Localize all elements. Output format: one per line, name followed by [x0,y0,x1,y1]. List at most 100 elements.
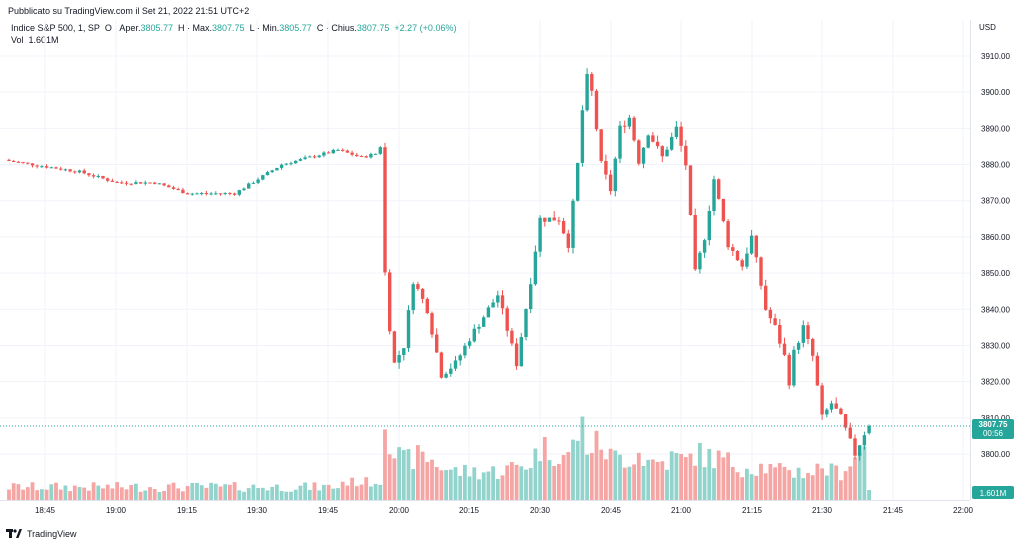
volume-bar [284,491,289,500]
volume-bar [303,482,307,500]
volume-bar [575,440,580,500]
candle-body [524,309,528,338]
candle-body [825,409,829,415]
volume-bar [242,491,246,500]
volume-bar [820,468,824,500]
candle-body [768,309,773,319]
candle-body [543,217,547,222]
candle-body [134,182,138,185]
volume-bar [58,489,63,500]
price-tick-label: 3860.00 [981,233,1010,242]
time-axis[interactable]: 18:45 19:00 19:15 19:30 19:45 20:00 20:15 20:30… [35,506,974,515]
volume-bar [702,467,707,500]
volume-bar [467,476,472,500]
candle-body [608,174,613,192]
candle-body [35,165,39,167]
price-tick-label: 3840.00 [981,305,1010,314]
candle-body [228,193,232,195]
volume-bar [350,477,354,500]
candle-body [806,325,810,339]
candle-body [665,149,669,157]
candle-body [30,163,35,166]
candle-body [688,165,693,216]
candle-body [110,180,115,182]
volume-bar [542,437,547,500]
candle-body [294,160,298,164]
volume-bar [397,447,401,500]
volume-bar [232,482,237,500]
volume-bar [853,457,857,500]
low-label: L · Min. [249,23,280,33]
candle-body [16,161,21,163]
close-label: C · Chius. [316,23,357,33]
volume-bar [867,490,871,500]
candle-body [674,126,679,137]
volume-bar [622,467,627,500]
volume-bar [359,484,364,500]
volume-bar [54,482,58,500]
price-tick-label: 3810.00 [981,414,1010,423]
candle-body [599,129,603,161]
volume-bar [693,465,698,500]
volume-bar [669,451,674,500]
price-axis[interactable]: 3800.00 3810.00 3820.00 3830.00 3840.00 3850.… [981,52,1010,459]
time-tick-label: 20:45 [601,506,622,515]
volume-bar [138,491,143,500]
volume-bar [655,461,660,500]
candle-body [496,295,500,303]
candle-body [745,253,749,267]
volume-bar [448,469,453,500]
candle-body [200,193,204,195]
publication-info: Pubblicato su TradingView.com il Set 21,… [8,6,250,16]
candle-body [185,193,190,195]
volume-bar [340,481,345,500]
symbol-legend: Indice S&P 500, 1, SP O · Aper.3805.77 H… [11,22,456,34]
volume-bar [632,464,636,500]
volume-bar [101,488,105,500]
candle-body [655,141,660,147]
volume-bar [148,487,152,500]
candle-body [623,125,627,127]
candle-body [120,182,124,184]
volume-bar [21,489,25,500]
volume-bar [839,480,843,500]
time-tick-label: 20:15 [459,506,480,515]
volume-bar [157,491,162,500]
volume-bar [792,477,796,500]
candle-body [435,334,439,353]
grid [0,20,970,500]
volume-bar [87,490,91,500]
candle-body [388,272,392,332]
candle-body [153,182,157,184]
candle-body [204,193,209,195]
volume-bar [35,490,40,500]
candle-body [298,159,303,161]
volume-label[interactable]: Vol [11,35,24,45]
volume-bar [317,490,322,500]
volume-bar [439,470,444,500]
candle-body [270,170,274,173]
symbol-name[interactable]: Indice S&P 500, 1, SP [11,23,100,33]
volume-bar [181,491,185,500]
volume-bar [707,449,712,500]
candle-body [331,149,335,154]
volume-bar [411,469,416,500]
candle-body [406,310,411,349]
candle-body [698,252,702,270]
candle-body [792,349,796,386]
open-value: 3805.77 [140,23,173,33]
candle-body [411,284,415,311]
volume-bar [665,469,669,500]
candle-body [505,308,509,331]
price-tick-label: 3900.00 [981,88,1010,97]
volume-bar [190,482,195,500]
volume-bar [228,484,232,500]
footer-brand[interactable]: TradingView [6,527,77,541]
candle-body [514,343,519,367]
volume-bar [528,468,533,500]
open-label: O · Aper. [104,23,141,33]
candle-body [679,126,683,146]
candle-body [40,166,44,168]
volume-bar [237,490,242,500]
